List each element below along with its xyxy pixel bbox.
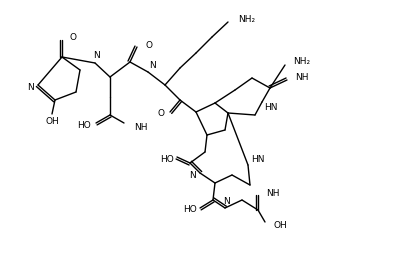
Text: N: N bbox=[28, 83, 34, 91]
Text: NH: NH bbox=[295, 73, 308, 83]
Text: OH: OH bbox=[45, 118, 59, 126]
Text: OH: OH bbox=[273, 220, 287, 230]
Text: HO: HO bbox=[183, 205, 197, 214]
Text: HO: HO bbox=[160, 154, 174, 164]
Text: O: O bbox=[70, 34, 77, 42]
Text: HN: HN bbox=[251, 154, 265, 164]
Text: N: N bbox=[93, 52, 100, 60]
Text: NH: NH bbox=[134, 123, 148, 133]
Text: HN: HN bbox=[264, 103, 277, 113]
Text: O: O bbox=[158, 109, 164, 119]
Text: N: N bbox=[190, 170, 196, 180]
Text: NH₂: NH₂ bbox=[238, 15, 255, 24]
Text: N: N bbox=[149, 60, 155, 70]
Text: N: N bbox=[224, 197, 231, 205]
Text: HO: HO bbox=[77, 120, 91, 130]
Text: NH₂: NH₂ bbox=[293, 56, 310, 66]
Text: O: O bbox=[145, 40, 152, 50]
Text: NH: NH bbox=[266, 188, 279, 198]
